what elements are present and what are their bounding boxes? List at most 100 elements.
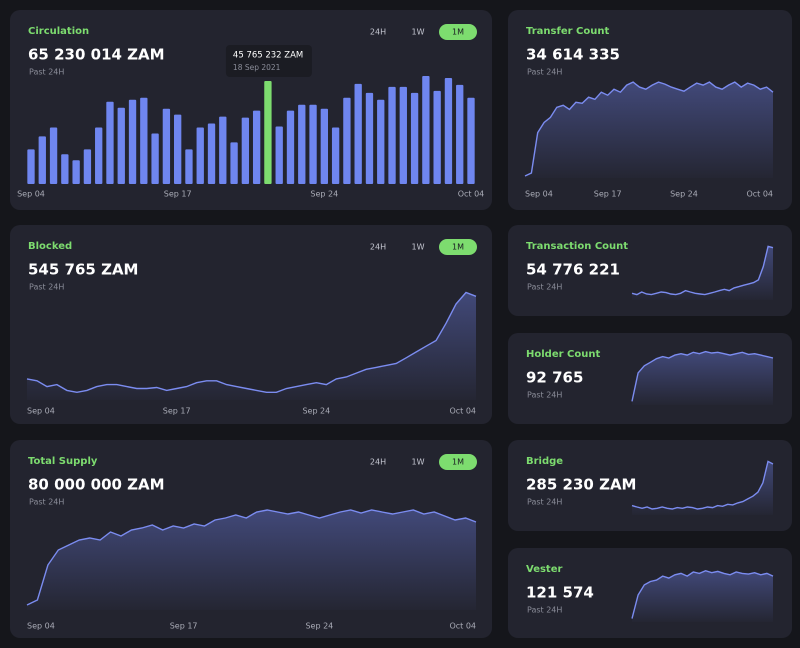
x-tick-label: Sep 24 xyxy=(310,190,338,199)
bar xyxy=(117,107,125,184)
card-note: Past 24H xyxy=(527,283,562,292)
card-value: 54 776 221 xyxy=(526,261,620,279)
bar xyxy=(444,77,453,184)
line xyxy=(524,81,774,177)
card-value: 285 230 ZAM xyxy=(526,476,636,494)
card-title: Transfer Count xyxy=(526,26,609,37)
bar xyxy=(399,86,407,184)
range-button[interactable]: 1M xyxy=(452,458,464,467)
x-tick-label: Sep 04 xyxy=(27,407,55,416)
x-tick-label: Sep 24 xyxy=(670,190,698,199)
x-tick-label: Sep 17 xyxy=(594,190,622,199)
card-note: Past 24H xyxy=(527,606,562,615)
bar xyxy=(61,154,69,184)
bar xyxy=(196,127,204,184)
button-bg xyxy=(439,24,477,40)
card-title: Bridge xyxy=(526,456,563,467)
card-note: Past 24H xyxy=(527,498,562,507)
bar xyxy=(241,117,250,184)
bar xyxy=(27,149,35,184)
bar xyxy=(331,127,340,184)
x-tick-label: Sep 04 xyxy=(17,190,45,199)
range-button[interactable]: 1M xyxy=(452,243,464,252)
bar xyxy=(252,110,261,184)
card-title: Transaction Count xyxy=(526,241,628,252)
card-title: Holder Count xyxy=(526,349,600,360)
bar xyxy=(354,83,362,184)
bar xyxy=(83,149,92,184)
button-bg xyxy=(439,454,477,470)
range-button[interactable]: 1W xyxy=(412,243,425,252)
x-tick-label: Oct 04 xyxy=(449,622,476,631)
bar xyxy=(309,104,317,184)
bar xyxy=(128,99,137,184)
area xyxy=(632,570,773,622)
range-button[interactable]: 24H xyxy=(370,28,386,37)
card-note: Past 24H xyxy=(29,498,64,507)
card-title: Circulation xyxy=(28,26,89,37)
x-tick-label: Sep 04 xyxy=(525,190,553,199)
bar xyxy=(72,160,80,184)
bar xyxy=(140,97,148,184)
area xyxy=(632,461,773,515)
x-tick-label: Sep 04 xyxy=(27,622,55,631)
x-tick-label: Oct 04 xyxy=(746,190,773,199)
line xyxy=(631,245,774,296)
area xyxy=(632,351,773,405)
tooltip-value: 45 765 232 ZAM xyxy=(233,51,303,61)
card-title: Total Supply xyxy=(28,456,98,467)
bar xyxy=(433,90,441,184)
range-button[interactable]: 1W xyxy=(412,28,425,37)
bar xyxy=(49,127,58,184)
x-tick-label: Sep 17 xyxy=(170,622,198,631)
area xyxy=(27,292,476,400)
card-value: 545 765 ZAM xyxy=(28,261,138,279)
line xyxy=(631,569,774,619)
card-note: Past 24H xyxy=(29,283,64,292)
area xyxy=(632,246,773,300)
range-button[interactable]: 1M xyxy=(452,28,464,37)
card-note: Past 24H xyxy=(527,391,562,400)
bar xyxy=(320,108,328,184)
bar xyxy=(219,116,227,184)
bar xyxy=(207,123,216,184)
bar xyxy=(410,92,419,184)
bar xyxy=(174,114,182,184)
x-tick-label: Sep 17 xyxy=(164,190,192,199)
bar xyxy=(264,80,272,184)
button-bg xyxy=(439,239,477,255)
bar xyxy=(230,142,238,184)
card-title: Blocked xyxy=(28,241,72,252)
bar xyxy=(286,110,295,184)
range-button[interactable]: 1W xyxy=(412,458,425,467)
bar xyxy=(38,136,46,184)
area xyxy=(525,82,773,178)
card-note: Past 24H xyxy=(29,68,64,77)
bar xyxy=(106,101,114,184)
card-value: 65 230 014 ZAM xyxy=(28,46,165,64)
bar xyxy=(275,126,283,184)
card-title: Vester xyxy=(526,564,562,575)
area xyxy=(27,510,476,610)
bar xyxy=(151,133,159,184)
tooltip-date: 18 Sep 2021 xyxy=(233,63,281,72)
range-button[interactable]: 24H xyxy=(370,243,386,252)
bar xyxy=(388,86,396,184)
tooltip xyxy=(225,45,312,77)
line xyxy=(26,509,477,606)
x-tick-label: Oct 04 xyxy=(458,190,485,199)
bar xyxy=(456,84,464,184)
x-tick-label: Oct 04 xyxy=(449,407,476,416)
bar xyxy=(298,104,306,184)
x-tick-label: Sep 24 xyxy=(302,407,330,416)
x-tick-label: Sep 24 xyxy=(305,622,333,631)
bar xyxy=(422,75,430,184)
bar xyxy=(467,97,475,184)
range-button[interactable]: 24H xyxy=(370,458,386,467)
line xyxy=(631,350,774,402)
bar xyxy=(365,92,374,184)
card-note: Past 24H xyxy=(527,68,562,77)
card-value: 121 574 xyxy=(526,584,594,602)
bar xyxy=(185,149,193,184)
